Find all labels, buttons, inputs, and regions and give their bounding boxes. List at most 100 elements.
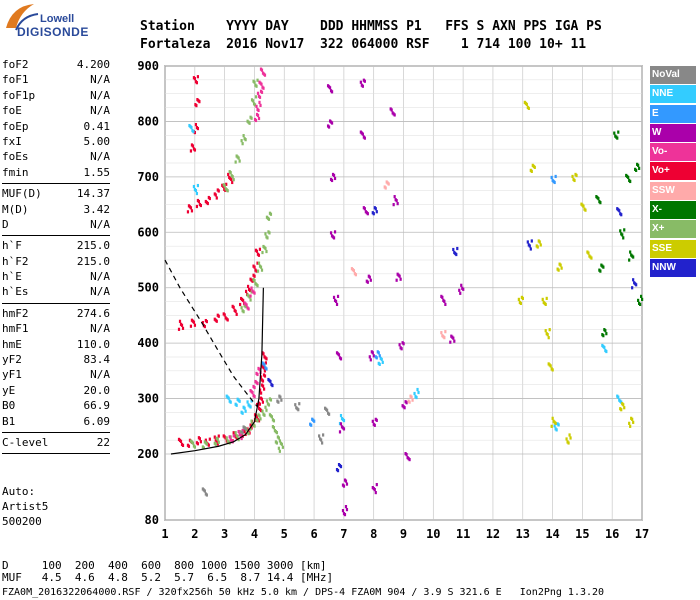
echo-mark-x-: [272, 419, 276, 423]
echo-mark-sse: [584, 208, 587, 212]
echo-mark-vo-: [253, 291, 256, 295]
echo-mark-nne: [555, 428, 558, 432]
echo-mark-sse: [631, 417, 634, 421]
echo-mark-sse: [632, 420, 635, 424]
x-tick-label: 9: [400, 527, 407, 541]
echo-mark-vo-: [262, 366, 265, 370]
echo-mark-vo-: [187, 444, 191, 448]
param-label: hmE: [2, 337, 22, 351]
echo-mark-nne: [190, 125, 193, 130]
echo-mark-vo-: [246, 284, 250, 289]
echo-mark-vo-: [253, 274, 256, 278]
echo-mark-x-: [275, 431, 279, 435]
param-row: C-level 22: [2, 436, 110, 451]
echo-mark-vo-: [263, 73, 267, 77]
echo-mark-nne: [238, 399, 241, 403]
echo-mark-w: [334, 299, 338, 303]
x-tick-label: 15: [575, 527, 589, 541]
echo-mark-nnw: [528, 244, 531, 248]
echo-mark-x-: [242, 134, 245, 138]
echo-mark-vo-: [255, 249, 259, 253]
echo-mark-w: [338, 430, 342, 434]
param-separator: [2, 235, 110, 237]
echo-mark-x-: [622, 236, 625, 240]
param-label: hmF2: [2, 306, 29, 320]
echo-mark-sse: [549, 364, 552, 368]
echo-mark-sse: [575, 173, 578, 178]
echo-mark-nnw: [635, 283, 638, 287]
param-value: N/A: [90, 270, 110, 284]
echo-mark-w: [359, 80, 362, 84]
echo-mark-nne: [227, 396, 230, 400]
echo-mark-x-: [639, 302, 642, 306]
echo-mark-x-: [223, 184, 226, 188]
echo-mark-vo-: [249, 423, 252, 427]
echo-mark-x-: [637, 298, 640, 302]
x-tick-label: 10: [426, 527, 440, 541]
echo-mark-ssw: [352, 269, 356, 273]
param-value: N/A: [90, 368, 110, 382]
echo-mark-sse: [571, 174, 574, 179]
echo-mark-vo-: [248, 288, 252, 293]
echo-mark-vo-: [257, 116, 261, 121]
echo-mark-x-: [256, 269, 260, 273]
echo-mark-sse: [590, 256, 593, 260]
param-row: foF1 N/A: [2, 73, 110, 88]
echo-mark-x-: [599, 269, 602, 273]
echo-mark-x-: [623, 228, 626, 232]
echo-mark-w: [330, 121, 334, 125]
echo-mark-sse: [551, 368, 554, 372]
echo-mark-vo-: [216, 442, 219, 446]
echo-mark-x-: [263, 413, 266, 417]
echo-mark-w: [372, 354, 375, 358]
param-value: 20.0: [83, 383, 111, 397]
legend-item-x-: X+: [650, 220, 696, 239]
echo-mark-x-: [640, 294, 643, 298]
echo-mark-vo-: [260, 397, 264, 401]
echo-mark-vo-: [264, 361, 267, 365]
echo-mark-nne: [196, 183, 200, 188]
ionogram-chart: 1 2 3 4 5 6 7 8 9 10 11 12 13 14 15 16 17802003004005006…: [137, 59, 649, 541]
param-label: B1: [2, 414, 16, 428]
echo-mark-vo-: [261, 379, 265, 383]
echo-mark-vo-: [255, 104, 258, 108]
echo-mark-e: [265, 367, 268, 371]
echo-mark-sse: [573, 178, 576, 183]
echo-mark-x-: [265, 408, 268, 412]
echo-mark-vo-: [195, 204, 198, 209]
echo-mark-vo-: [215, 196, 218, 200]
echo-mark-x-: [613, 131, 616, 135]
echo-mark-e: [263, 363, 266, 367]
echo-mark-x-: [191, 441, 195, 445]
echo-mark-e: [313, 419, 316, 423]
echo-mark-sse: [547, 336, 550, 340]
param-label: D: [2, 217, 9, 231]
echo-mark-ssw: [444, 330, 447, 334]
echo-mark-x-: [249, 427, 252, 431]
echo-mark-x-: [261, 409, 264, 413]
echo-mark-vo-: [240, 436, 243, 441]
x-tick-label: 4: [251, 527, 258, 541]
echo-mark-vo-: [262, 86, 265, 90]
echo-mark-x-: [244, 305, 247, 309]
echo-mark-noval: [320, 438, 323, 442]
echo-mark-vo-: [195, 104, 198, 108]
echo-mark-x-: [216, 437, 219, 441]
echo-mark-vo-: [239, 433, 242, 438]
echo-mark-vo-: [259, 391, 263, 395]
echo-mark-vo-: [227, 172, 230, 177]
echo-mark-nnw: [620, 213, 623, 217]
echo-mark-vo-: [196, 126, 200, 131]
auto-version: 500200: [2, 515, 42, 528]
echo-mark-ssw: [443, 336, 446, 340]
echo-mark-noval: [325, 408, 329, 412]
echo-mark-w: [342, 427, 346, 431]
param-row: foF2 4.200: [2, 58, 110, 73]
param-value: N/A: [90, 150, 110, 164]
echo-mark-x-: [253, 80, 256, 84]
echo-mark-vo-: [189, 324, 193, 328]
echo-mark-x-: [270, 415, 274, 419]
echo-mark-vo-: [232, 305, 235, 309]
echo-mark-vo-: [217, 189, 220, 193]
echo-mark-vo-: [258, 388, 262, 392]
